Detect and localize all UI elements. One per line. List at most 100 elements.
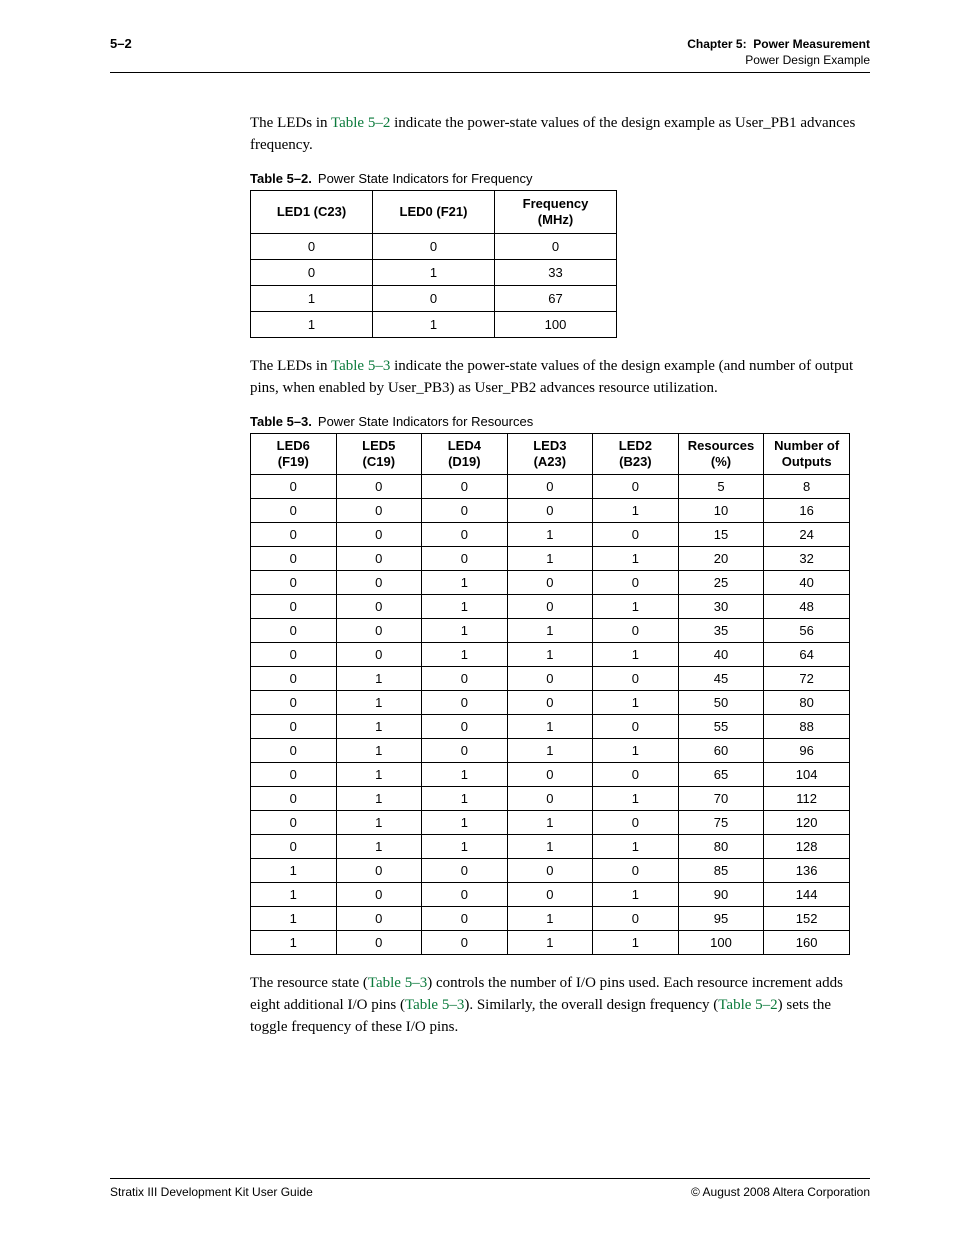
table-row: 010004572 [251, 667, 850, 691]
table-cell: 0 [336, 931, 422, 955]
table-cell: 0 [251, 643, 337, 667]
table-row: 0111075120 [251, 811, 850, 835]
table-cell: 45 [678, 667, 764, 691]
table-cell: 0 [593, 763, 679, 787]
table-cell: 0 [251, 739, 337, 763]
footer-right: © August 2008 Altera Corporation [691, 1185, 870, 1199]
table-cell: 56 [764, 619, 850, 643]
table-cell: 25 [678, 571, 764, 595]
table-cell: 0 [507, 571, 593, 595]
table-cell: 1 [251, 931, 337, 955]
table-cell: 0 [251, 234, 373, 260]
table-cell: 1 [422, 763, 508, 787]
table-cell: 0 [422, 715, 508, 739]
table-cell: 0 [593, 475, 679, 499]
table-cell: 40 [764, 571, 850, 595]
table-row: 001002540 [251, 571, 850, 595]
table-cell: 0 [251, 547, 337, 571]
table-cell: 0 [593, 907, 679, 931]
table-row: 000101524 [251, 523, 850, 547]
table-cell: 0 [507, 667, 593, 691]
table-cell: 0 [336, 859, 422, 883]
table-cell: 1 [507, 931, 593, 955]
paragraph-3: The resource state (Table 5–3) controls … [250, 973, 870, 1038]
table-row: 11100 [251, 312, 617, 338]
table-row: 0133 [251, 260, 617, 286]
table-cell: 1 [507, 811, 593, 835]
table-cell: 0 [507, 883, 593, 907]
header-right: Chapter 5: Power Measurement Power Desig… [687, 36, 870, 68]
table-cell: 1 [336, 835, 422, 859]
table-cell: 0 [251, 571, 337, 595]
table-5-2-caption: Table 5–2.Power State Indicators for Fre… [250, 171, 870, 186]
table-cell: 112 [764, 787, 850, 811]
p2-text-a: The LEDs in [250, 358, 331, 374]
table-cell: 1 [422, 643, 508, 667]
table-cell: 10 [678, 499, 764, 523]
table-row: 010015080 [251, 691, 850, 715]
table-cell: 100 [495, 312, 617, 338]
table-cell: 0 [251, 667, 337, 691]
table-5-3-caption-text: Power State Indicators for Resources [318, 414, 533, 429]
paragraph-2: The LEDs in Table 5–3 indicate the power… [250, 356, 870, 400]
chapter-label: Chapter 5: [687, 37, 746, 51]
table-cell: 0 [336, 907, 422, 931]
table-cell: 1 [507, 619, 593, 643]
table-header-cell: Frequency (MHz) [495, 190, 617, 234]
table-cell: 120 [764, 811, 850, 835]
table-cell: 0 [422, 475, 508, 499]
table-cell: 1 [593, 787, 679, 811]
table-cell: 160 [764, 931, 850, 955]
xref-table-5-2[interactable]: Table 5–2 [331, 115, 390, 131]
table-cell: 0 [422, 499, 508, 523]
table-cell: 1 [251, 312, 373, 338]
table-cell: 1 [373, 312, 495, 338]
table-cell: 0 [373, 234, 495, 260]
table-row: 001103556 [251, 619, 850, 643]
table-cell: 0 [336, 475, 422, 499]
table-5-3-caption: Table 5–3.Power State Indicators for Res… [250, 414, 870, 429]
table-cell: 1 [251, 907, 337, 931]
table-cell: 1 [336, 787, 422, 811]
table-cell: 0 [507, 787, 593, 811]
table-cell: 1 [336, 739, 422, 763]
table-header-cell: LED6(F19) [251, 433, 337, 475]
xref-table-5-2-b[interactable]: Table 5–2 [718, 997, 777, 1013]
table-row: 001114064 [251, 643, 850, 667]
table-cell: 0 [336, 595, 422, 619]
table-cell: 136 [764, 859, 850, 883]
table-cell: 1 [507, 715, 593, 739]
table-row: 10011100160 [251, 931, 850, 955]
table-cell: 90 [678, 883, 764, 907]
table-row: 000 [251, 234, 617, 260]
table-cell: 0 [251, 499, 337, 523]
table-5-3: LED6(F19)LED5(C19)LED4(D19)LED3(A23)LED2… [250, 433, 850, 956]
table-cell: 65 [678, 763, 764, 787]
table-cell: 0 [422, 907, 508, 931]
table-cell: 0 [336, 883, 422, 907]
table-cell: 50 [678, 691, 764, 715]
table-header-cell: Resources(%) [678, 433, 764, 475]
table-cell: 0 [251, 619, 337, 643]
table-cell: 1 [593, 499, 679, 523]
table-cell: 0 [593, 619, 679, 643]
table-cell: 1 [336, 811, 422, 835]
table-cell: 20 [678, 547, 764, 571]
xref-table-5-3[interactable]: Table 5–3 [331, 358, 390, 374]
table-cell: 0 [251, 595, 337, 619]
page-header: 5–2 Chapter 5: Power Measurement Power D… [110, 36, 870, 73]
table-cell: 0 [251, 715, 337, 739]
table-cell: 30 [678, 595, 764, 619]
xref-table-5-3-c[interactable]: Table 5–3 [405, 997, 464, 1013]
table-cell: 0 [495, 234, 617, 260]
table-5-2-header-row: LED1 (C23)LED0 (F21)Frequency (MHz) [251, 190, 617, 234]
table-header-cell: LED0 (F21) [373, 190, 495, 234]
table-row: 0111180128 [251, 835, 850, 859]
xref-table-5-3-b[interactable]: Table 5–3 [368, 975, 427, 991]
table-cell: 1 [422, 787, 508, 811]
table-cell: 0 [251, 475, 337, 499]
table-cell: 0 [336, 643, 422, 667]
table-cell: 0 [593, 667, 679, 691]
table-cell: 0 [593, 523, 679, 547]
table-cell: 1 [593, 883, 679, 907]
